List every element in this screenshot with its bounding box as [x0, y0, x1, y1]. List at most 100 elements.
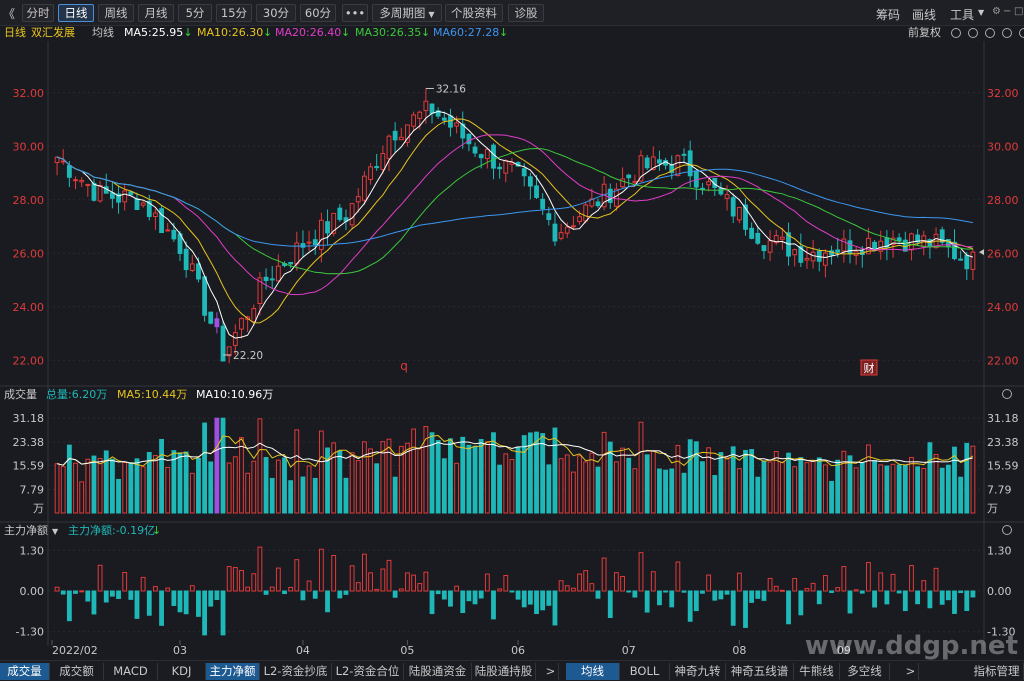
tab-60min[interactable]: 60分 — [300, 4, 336, 22]
candle[interactable] — [196, 263, 201, 280]
lock-icon[interactable] — [951, 28, 961, 38]
candle[interactable] — [220, 325, 226, 362]
candle[interactable] — [435, 110, 441, 117]
candle[interactable] — [239, 318, 244, 330]
more-periods-button[interactable]: ••• — [342, 4, 368, 22]
candle[interactable] — [362, 175, 367, 201]
tab-scroll-right-icon[interactable]: > — [543, 663, 559, 680]
candle[interactable] — [564, 226, 570, 234]
candle[interactable] — [208, 311, 214, 324]
candle[interactable] — [448, 115, 453, 128]
candle[interactable] — [318, 219, 324, 250]
back-button[interactable]: 《 — [3, 7, 16, 21]
candle[interactable] — [755, 232, 761, 244]
candle[interactable] — [232, 332, 238, 346]
candle[interactable] — [650, 156, 656, 170]
candle[interactable] — [761, 245, 767, 252]
candle[interactable] — [552, 223, 558, 242]
diagnose-button[interactable]: 诊股 — [508, 4, 544, 22]
tab-weekly[interactable]: 周线 — [98, 4, 134, 22]
zoom-in-icon[interactable] — [985, 28, 995, 38]
settings-icon[interactable]: ⚙ — [992, 6, 1001, 17]
candle[interactable] — [300, 243, 306, 248]
candle[interactable] — [183, 248, 189, 271]
minimize-icon[interactable]: − — [1003, 6, 1012, 17]
tab-monthly[interactable]: 月线 — [138, 4, 174, 22]
candle[interactable] — [644, 157, 650, 169]
candle[interactable] — [54, 156, 60, 164]
candle[interactable] — [939, 229, 945, 243]
candle[interactable] — [478, 154, 484, 159]
candle[interactable] — [657, 159, 662, 164]
candle[interactable] — [171, 229, 177, 240]
candle[interactable] — [638, 155, 644, 182]
candle[interactable] — [915, 234, 921, 243]
candle[interactable] — [116, 193, 121, 203]
candle[interactable] — [386, 135, 392, 160]
maximize-icon[interactable]: □ — [1014, 6, 1024, 17]
tab-fenshi[interactable]: 分时 — [22, 4, 54, 22]
candle[interactable] — [214, 318, 220, 328]
candle[interactable] — [66, 165, 72, 178]
candle[interactable] — [614, 188, 619, 207]
candle[interactable] — [91, 182, 97, 201]
candle[interactable] — [454, 122, 460, 127]
candle[interactable] — [165, 229, 171, 232]
candle[interactable] — [251, 308, 257, 323]
candle[interactable] — [85, 183, 91, 186]
candle[interactable] — [558, 232, 564, 239]
indicator-tab-1[interactable]: 成交额 — [50, 663, 104, 680]
candle[interactable] — [423, 100, 429, 112]
candle[interactable] — [792, 249, 798, 256]
candle[interactable] — [583, 204, 589, 222]
candle[interactable] — [288, 261, 294, 265]
candle[interactable] — [810, 251, 816, 262]
candle[interactable] — [368, 166, 373, 180]
candle[interactable] — [736, 206, 742, 221]
tab-30min[interactable]: 30分 — [256, 4, 296, 22]
tab-5min[interactable]: 5分 — [178, 4, 212, 22]
candle[interactable] — [73, 179, 78, 182]
candle[interactable] — [878, 240, 884, 252]
candle[interactable] — [743, 204, 748, 230]
candle[interactable] — [804, 257, 810, 261]
candle[interactable] — [429, 103, 435, 114]
candle[interactable] — [275, 265, 281, 282]
candle[interactable] — [527, 176, 533, 187]
candle[interactable] — [841, 238, 847, 252]
indicator-tab-6[interactable]: L2-资金合位 — [332, 663, 404, 680]
overlay-tab-4[interactable]: 牛熊线 — [794, 663, 840, 680]
finance-marker-box[interactable] — [860, 359, 878, 376]
candle[interactable] — [355, 196, 361, 203]
candle[interactable] — [337, 207, 343, 220]
candle[interactable] — [632, 180, 638, 184]
candle[interactable] — [970, 251, 976, 270]
candle[interactable] — [269, 278, 275, 281]
candle[interactable] — [441, 117, 447, 121]
indicator-tab-2[interactable]: MACD — [104, 663, 158, 680]
chip-button[interactable]: 筹码 — [876, 8, 901, 22]
minus-icon[interactable] — [1002, 28, 1012, 38]
tools-button[interactable]: 工具 — [950, 8, 975, 22]
candle[interactable] — [349, 203, 355, 226]
candle[interactable] — [607, 188, 613, 203]
candle[interactable] — [847, 240, 853, 255]
candle[interactable] — [706, 181, 712, 186]
candle[interactable] — [374, 166, 380, 169]
stock-profile-button[interactable]: 个股资料 — [445, 4, 503, 22]
zoom-out-icon[interactable] — [968, 28, 978, 38]
stock-chart[interactable]: 日线 双汇发展 均线 MA5:25.95 ↓ MA10:26.30 ↓ MA20:26.40 ↓… — [0, 26, 1024, 660]
candle[interactable] — [595, 201, 601, 207]
candle[interactable] — [392, 130, 398, 141]
tab-15min[interactable]: 15分 — [216, 4, 252, 22]
draw-line-button[interactable]: 画线 — [912, 8, 937, 22]
overlay-tab-0[interactable]: 均线 — [566, 663, 620, 680]
candle[interactable] — [823, 252, 828, 266]
indicator-tab-5[interactable]: L2-资金抄底 — [260, 663, 332, 680]
candle[interactable] — [411, 114, 416, 127]
candle[interactable] — [263, 276, 269, 282]
candle[interactable] — [730, 197, 736, 217]
candle[interactable] — [189, 263, 195, 271]
candle[interactable] — [835, 249, 841, 253]
overlay-scroll-right-icon[interactable]: > — [903, 663, 919, 680]
